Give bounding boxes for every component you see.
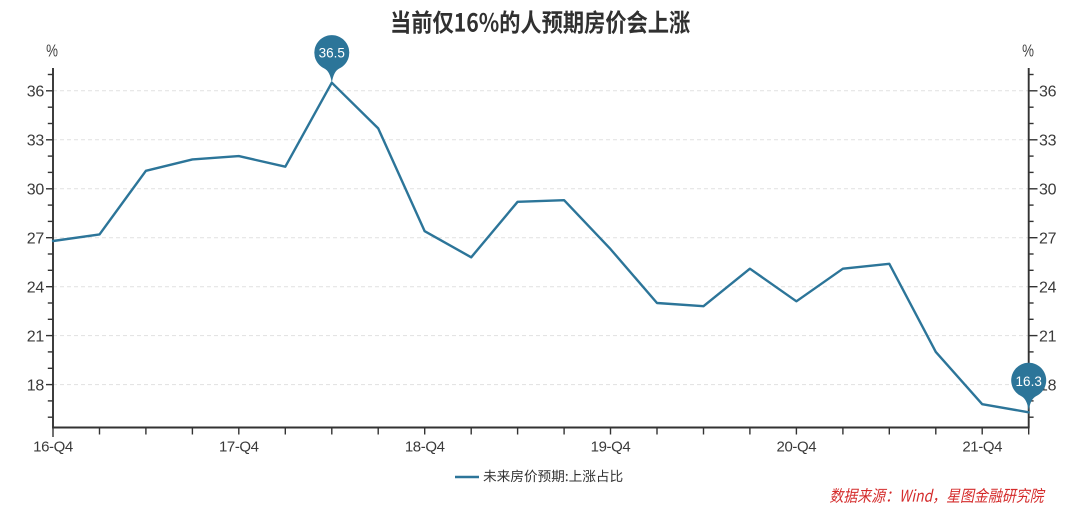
svg-text:%: % [46, 42, 58, 61]
svg-text:27: 27 [27, 230, 45, 247]
svg-text:24: 24 [27, 279, 45, 296]
svg-text:18-Q4: 18-Q4 [405, 439, 445, 456]
svg-text:21: 21 [1039, 328, 1057, 345]
svg-text:24: 24 [1039, 279, 1057, 296]
svg-text:16-Q4: 16-Q4 [33, 439, 73, 456]
svg-text:27: 27 [1039, 230, 1057, 247]
svg-text:36.5: 36.5 [319, 46, 345, 61]
svg-text:%: % [1022, 42, 1034, 61]
svg-text:18: 18 [27, 377, 45, 394]
svg-text:17-Q4: 17-Q4 [219, 439, 259, 456]
svg-text:30: 30 [27, 182, 45, 199]
svg-text:20-Q4: 20-Q4 [777, 439, 817, 456]
svg-text:30: 30 [1039, 182, 1057, 199]
svg-text:33: 33 [1039, 133, 1057, 150]
svg-text:36: 36 [1039, 84, 1057, 101]
svg-text:16.3: 16.3 [1016, 374, 1042, 389]
svg-text:33: 33 [27, 133, 45, 150]
svg-text:21-Q4: 21-Q4 [962, 439, 1002, 456]
svg-text:19-Q4: 19-Q4 [591, 439, 631, 456]
svg-text:21: 21 [27, 328, 45, 345]
svg-text:36: 36 [27, 84, 45, 101]
